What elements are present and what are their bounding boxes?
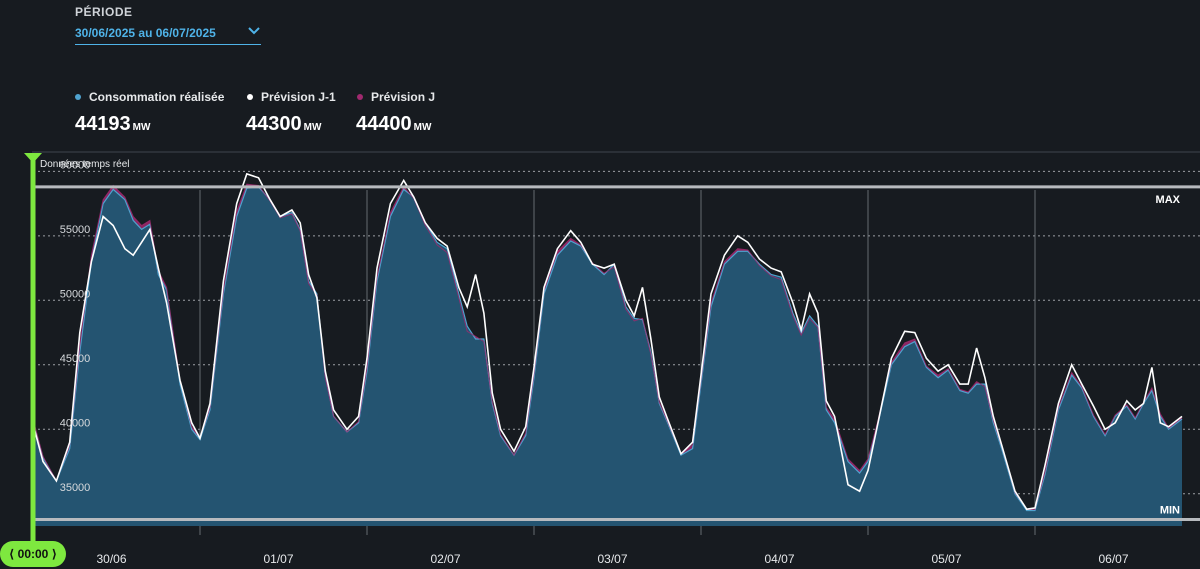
y-tick-label-1: 55000 (60, 224, 91, 236)
time-cursor-handle[interactable] (24, 153, 42, 163)
period-label: PÉRIODE (75, 5, 133, 19)
value-consommation-unit: MW (132, 122, 151, 133)
area-consommation (33, 186, 1182, 527)
period-select[interactable]: 30/06/2025 au 06/07/2025 (75, 22, 261, 45)
y-tick-label-5: 35000 (60, 482, 91, 494)
legend-label-prevision-j: Prévision J (371, 90, 436, 104)
legend-dot-prevision-j (357, 93, 363, 100)
legend-dot-prevision-j-1 (247, 93, 253, 100)
value-consommation-number: 44193 (75, 113, 131, 135)
legend-item-prevision-j: Prévision J (357, 90, 435, 104)
x-tick-label-6: 06/07 (1098, 552, 1128, 566)
y-axis-ticks: 60000 55000 50000 45000 40000 35000 (60, 159, 91, 493)
chart-subtitle: Données temps réel (40, 159, 130, 170)
value-prevision-j: 44400 MW (356, 113, 431, 136)
legend-dot-consommation (75, 93, 81, 100)
x-tick-label-3: 03/07 (597, 552, 627, 566)
reference-lines: MAX MIN (33, 185, 1200, 522)
value-prevision-j-1: 44300 MW (246, 113, 321, 136)
value-prevision-j-1-unit: MW (303, 122, 322, 133)
y-tick-label-3: 45000 (60, 353, 91, 365)
time-cursor-pill[interactable]: ⟨ 00:00 ⟩ (0, 541, 66, 567)
value-prevision-j-number: 44400 (356, 113, 412, 135)
x-tick-label-4: 04/07 (764, 552, 794, 566)
legend-item-prevision-j-1: Prévision J-1 (247, 90, 336, 104)
chevron-down-icon[interactable] (247, 24, 261, 38)
reference-label-min: MIN (1160, 505, 1180, 517)
y-tick-label-4: 40000 (60, 417, 91, 429)
x-tick-label-2: 02/07 (430, 552, 460, 566)
value-prevision-j-1-number: 44300 (246, 113, 302, 135)
line-prevision-j-1 (32, 172, 1183, 511)
value-consommation: 44193 MW (75, 113, 150, 136)
legend-label-prevision-j-1: Prévision J-1 (261, 90, 336, 104)
y-tick-label-0: 60000 (60, 159, 91, 171)
x-tick-label-5: 05/07 (931, 552, 961, 566)
y-tick-label-2: 50000 (60, 288, 91, 300)
x-axis-ticks: 30/06 01/07 02/07 03/07 04/07 05/07 06/07 (96, 552, 1128, 566)
legend-label-consommation: Consommation réalisée (89, 90, 225, 104)
reference-label-max: MAX (1156, 194, 1181, 206)
x-tick-label-0: 30/06 (96, 552, 126, 566)
series-lines (32, 172, 1183, 512)
line-prevision-j (32, 183, 1183, 510)
period-value: 30/06/2025 au 06/07/2025 (75, 26, 216, 40)
series-areas (33, 184, 1182, 527)
value-prevision-j-unit: MW (413, 122, 432, 133)
x-tick-label-1: 01/07 (263, 552, 293, 566)
legend-item-consommation: Consommation réalisée (75, 90, 224, 104)
